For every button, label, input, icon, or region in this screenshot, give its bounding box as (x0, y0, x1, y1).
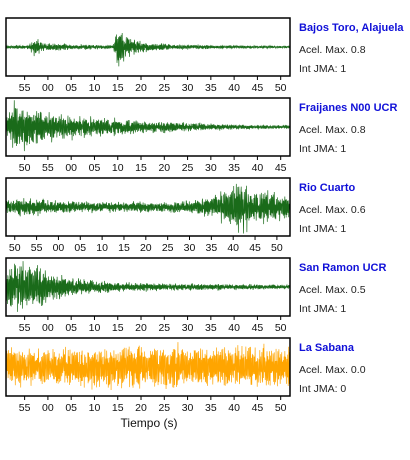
x-tick-label: 15 (135, 162, 147, 174)
x-tick-label: 10 (112, 162, 124, 174)
x-tick-label: 00 (53, 242, 65, 254)
x-tick-label: 00 (42, 322, 54, 334)
jma-intensity-label: Int JMA: 1 (299, 63, 346, 75)
x-tick-label: 25 (158, 322, 170, 334)
x-tick-label: 45 (252, 82, 264, 94)
station-name: Bajos Toro, Alajuela (299, 22, 404, 34)
x-tick-label: 10 (89, 82, 101, 94)
x-tick-label: 30 (184, 242, 196, 254)
x-tick-label: 35 (205, 402, 217, 414)
x-tick-label: 40 (252, 162, 264, 174)
jma-intensity-label: Int JMA: 0 (299, 383, 346, 395)
plot-frame (5, 97, 291, 157)
plot-frame (5, 177, 291, 237)
waveform-trace (6, 261, 290, 312)
x-tick-label: 50 (19, 162, 31, 174)
x-tick-label: 05 (65, 322, 77, 334)
peak-acceleration-label: Acel. Max. 0.0 (299, 364, 366, 376)
x-tick-label: 55 (19, 322, 31, 334)
x-tick-label: 55 (19, 82, 31, 94)
x-tick-label: 35 (206, 242, 218, 254)
peak-acceleration-label: Acel. Max. 0.5 (299, 284, 366, 296)
x-tick-label: 25 (158, 402, 170, 414)
waveform-trace (6, 32, 290, 67)
x-tick-label: 20 (135, 402, 147, 414)
station-panel: 55 00 05 10 15 20 25 30 35 40 45 50 San Ramon UCR Ace… (5, 257, 386, 334)
x-tick-label: 20 (135, 322, 147, 334)
x-tick-label: 30 (182, 82, 194, 94)
x-tick-label: 00 (42, 402, 54, 414)
peak-acceleration-label: Acel. Max. 0.8 (299, 124, 366, 136)
waveform-trace (6, 183, 290, 234)
station-panel: 55 00 05 10 15 20 25 30 35 40 45 50 La Sabana Acel. M… (5, 337, 366, 414)
x-tick-label: 40 (228, 402, 240, 414)
x-tick-label: 05 (65, 82, 77, 94)
x-tick-label: 15 (112, 402, 124, 414)
x-tick-label: 20 (140, 242, 152, 254)
x-tick-label: 55 (19, 402, 31, 414)
x-tick-label: 10 (96, 242, 108, 254)
x-tick-label: 45 (249, 242, 261, 254)
x-tick-label: 30 (182, 322, 194, 334)
x-tick-label: 30 (182, 402, 194, 414)
x-tick-label: 20 (135, 82, 147, 94)
jma-intensity-label: Int JMA: 1 (299, 303, 346, 315)
x-tick-label: 25 (158, 82, 170, 94)
x-tick-label: 40 (227, 242, 239, 254)
x-tick-label: 10 (89, 322, 101, 334)
x-tick-label: 25 (162, 242, 174, 254)
x-tick-label: 20 (158, 162, 170, 174)
x-tick-label: 30 (205, 162, 217, 174)
x-tick-label: 40 (228, 82, 240, 94)
x-tick-label: 50 (275, 322, 287, 334)
x-tick-label: 00 (42, 82, 54, 94)
x-axis-title: Tiempo (s) (121, 416, 178, 430)
x-tick-label: 25 (182, 162, 194, 174)
plot-frame (5, 17, 291, 77)
x-tick-label: 50 (271, 242, 283, 254)
x-tick-label: 55 (42, 162, 54, 174)
station-panel: 55 00 05 10 15 20 25 30 35 40 45 50 Bajos Toro, Alaj… (5, 17, 404, 94)
x-tick-label: 15 (112, 82, 124, 94)
x-tick-label: 10 (89, 402, 101, 414)
x-tick-label: 45 (252, 322, 264, 334)
x-tick-label: 35 (205, 322, 217, 334)
x-tick-label: 45 (275, 162, 287, 174)
station-name: Rio Cuarto (299, 182, 356, 194)
jma-intensity-label: Int JMA: 1 (299, 143, 346, 155)
x-tick-label: 15 (112, 322, 124, 334)
station-name: Fraijanes N00 UCR (299, 102, 397, 114)
x-tick-label: 50 (275, 402, 287, 414)
x-tick-label: 50 (9, 242, 21, 254)
plot-frame (5, 337, 291, 397)
plot-frame (5, 257, 291, 317)
x-tick-label: 35 (205, 82, 217, 94)
x-tick-label: 05 (89, 162, 101, 174)
x-tick-label: 35 (228, 162, 240, 174)
x-tick-label: 45 (252, 402, 264, 414)
x-tick-label: 55 (31, 242, 43, 254)
peak-acceleration-label: Acel. Max. 0.8 (299, 44, 366, 56)
waveform-trace (6, 342, 290, 390)
x-tick-label: 00 (65, 162, 77, 174)
x-tick-label: 50 (275, 82, 287, 94)
x-tick-label: 40 (228, 322, 240, 334)
station-panel: 50 55 00 05 10 15 20 25 30 35 40 45 50 Rio Cuarto Acel… (5, 177, 366, 254)
station-panel: 50 55 00 05 10 15 20 25 30 35 40 45 Fraijanes N00 UC… (5, 97, 397, 174)
peak-acceleration-label: Acel. Max. 0.6 (299, 204, 366, 216)
x-tick-label: 05 (74, 242, 86, 254)
waveform-trace (6, 100, 290, 152)
station-name: San Ramon UCR (299, 262, 386, 274)
jma-intensity-label: Int JMA: 1 (299, 223, 346, 235)
x-tick-label: 15 (118, 242, 130, 254)
station-name: La Sabana (299, 342, 355, 354)
x-tick-label: 05 (65, 402, 77, 414)
